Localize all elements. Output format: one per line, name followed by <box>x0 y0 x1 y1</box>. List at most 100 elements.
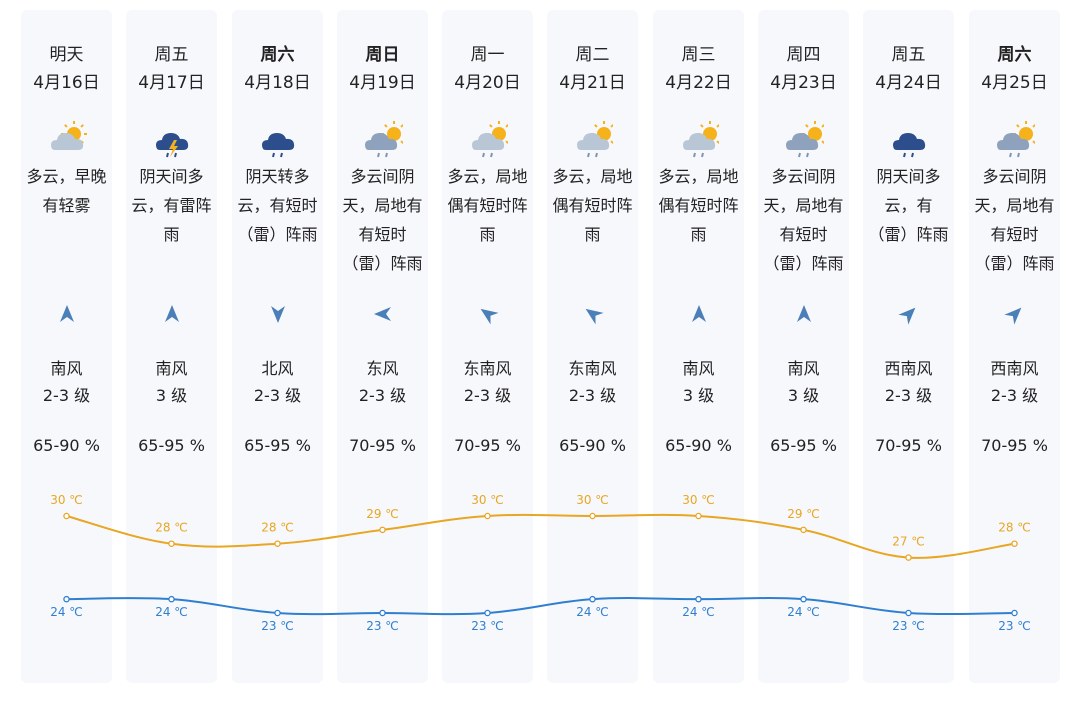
high-temperature-point <box>800 526 807 534</box>
low-temperature-label: 24 ℃ <box>787 605 820 619</box>
low-temperature-label: 23 ℃ <box>471 619 504 633</box>
day-name: 周三 <box>681 45 716 65</box>
weather-description-line: （雷）阵雨 <box>342 254 423 273</box>
wind-direction: 东南风 <box>463 359 512 378</box>
rain-cloud-icon <box>262 133 295 158</box>
day-date: 4月16日 <box>33 73 100 93</box>
high-temperature-label: 30 ℃ <box>50 493 83 507</box>
south-wind-arrow-icon <box>60 305 74 322</box>
forecast-day-card: 周日 4月19日 多云间阴 天，局地有 有短时 （雷）阵雨 东风 2-3 级 70-9… <box>337 10 428 683</box>
high-temperature-point <box>274 540 281 547</box>
day-date: 4月19日 <box>349 73 416 93</box>
weather-description-line: 有短时 <box>358 225 407 244</box>
low-temperature-point <box>905 609 912 617</box>
high-temperature-label: 30 ℃ <box>471 493 504 507</box>
weather-description-line: 有短时 <box>779 225 828 244</box>
low-temperature-label: 24 ℃ <box>576 605 609 619</box>
low-temperature-point <box>695 595 702 603</box>
weather-description-line: （雷）阵雨 <box>763 254 844 273</box>
day-name: 周一 <box>470 45 505 65</box>
high-temperature-point <box>484 512 491 520</box>
day-date: 4月22日 <box>665 73 732 93</box>
high-temperature-label: 27 ℃ <box>892 535 925 549</box>
humidity: 70-95 % <box>981 436 1048 455</box>
forecast-day-card: 明天 4月16日 多云，早晚 有轻雾 南风 2-3 级 65-90 % <box>21 10 112 683</box>
high-temperature-label: 28 ℃ <box>261 521 294 535</box>
wind-level: 2-3 级 <box>463 386 512 405</box>
weather-description-line: 多云，局地 <box>552 167 633 186</box>
weather-description: 多云间阴 天，局地有 有短时 （雷）阵雨 <box>756 162 851 278</box>
day-name: 周日 <box>365 45 400 65</box>
sun-cloud-rain-icon <box>683 121 719 158</box>
wind-direction: 南风 <box>682 359 715 378</box>
weather-description: 阴天转多 云，有短时 （雷）阵雨 <box>230 162 325 249</box>
day-date: 4月21日 <box>559 73 626 93</box>
weather-description: 多云间阴 天，局地有 有短时 （雷）阵雨 <box>335 162 430 278</box>
weather-description-line: 雨 <box>690 225 707 244</box>
wind-direction: 东南风 <box>568 359 617 378</box>
low-temperature-label: 24 ℃ <box>682 605 715 619</box>
low-temperature-point <box>274 609 281 617</box>
partly-cloudy-icon <box>51 121 87 150</box>
day-name: 周四 <box>786 45 821 65</box>
weather-description: 多云，局地 偶有短时阵雨 <box>545 162 640 249</box>
wind-level: 2-3 级 <box>358 386 407 405</box>
humidity: 65-90 % <box>33 436 100 455</box>
humidity: 65-90 % <box>559 436 626 455</box>
forecast-day-card: 周一 4月20日 多云，局地 偶有短时阵雨 东南风 2-3 级 70-95 % <box>442 10 533 683</box>
low-temperature-label: 24 ℃ <box>155 605 188 619</box>
wind-direction: 西南风 <box>990 359 1039 378</box>
day-date: 4月20日 <box>454 73 521 93</box>
low-temperature-label: 24 ℃ <box>50 605 83 619</box>
day-name: 明天 <box>49 45 84 65</box>
south-wind-arrow-icon <box>692 305 706 322</box>
weather-description-line: 云，有短时 <box>237 196 318 215</box>
high-temperature-point <box>379 526 386 534</box>
humidity: 65-95 % <box>770 436 837 455</box>
weather-description-line: 多云，局地 <box>447 167 528 186</box>
southeast-wind-arrow-icon <box>585 308 604 325</box>
wind-level: 2-3 级 <box>884 386 933 405</box>
weather-description-line: 雨 <box>479 225 496 244</box>
low-temperature-point <box>168 595 175 603</box>
low-temperature-point <box>1011 609 1018 617</box>
day-date: 4月18日 <box>244 73 311 93</box>
south-wind-arrow-icon <box>165 305 179 322</box>
southwest-wind-arrow-icon <box>898 307 916 325</box>
high-temperature-point <box>168 540 175 547</box>
wind-level: 2-3 级 <box>990 386 1039 405</box>
east-wind-arrow-icon <box>374 307 391 321</box>
forecast-day-card: 周五 4月24日 阴天间多 云，有 （雷）阵雨 西南风 2-3 级 70-95 % <box>863 10 954 683</box>
weather-description-line: 云，有 <box>884 196 933 215</box>
forecast-day-card: 周二 4月21日 多云，局地 偶有短时阵雨 东南风 2-3 级 65-90 % <box>547 10 638 683</box>
forecast-day-card: 周四 4月23日 多云间阴 天，局地有 有短时 （雷）阵雨 南风 3 级 65-95 … <box>758 10 849 683</box>
low-temperature-label: 23 ℃ <box>366 619 399 633</box>
high-temperature-label: 29 ℃ <box>787 507 820 521</box>
low-temperature-point <box>379 609 386 617</box>
weather-description-line: 多云间阴 <box>350 167 415 186</box>
high-temperature-label: 30 ℃ <box>682 493 715 507</box>
weather-description-line: 雨 <box>584 225 601 244</box>
humidity: 70-95 % <box>875 436 942 455</box>
weather-description: 阴天间多 云，有雷阵雨 <box>124 162 219 249</box>
wind-level: 2-3 级 <box>568 386 617 405</box>
high-temperature-point <box>695 512 702 520</box>
weather-description-line: 云，有雷阵 <box>131 196 212 215</box>
forecast-day-card: 周六 4月18日 阴天转多 云，有短时 （雷）阵雨 北风 2-3 级 65-95 % <box>232 10 323 683</box>
high-temperature-point <box>905 554 912 561</box>
wind-direction: 南风 <box>155 359 188 378</box>
weather-description: 阴天间多 云，有 （雷）阵雨 <box>861 162 956 249</box>
weather-description-line: 多云间阴 <box>771 167 836 186</box>
humidity: 65-95 % <box>244 436 311 455</box>
weather-description-line: 阴天转多 <box>245 167 310 186</box>
forecast-day-card: 周五 4月17日 阴天间多 云，有雷阵雨 南风 3 级 65-95 % <box>126 10 217 683</box>
wind-level: 3 级 <box>155 386 188 405</box>
high-temperature-label: 30 ℃ <box>576 493 609 507</box>
sun-cloud-rain-icon <box>472 121 508 158</box>
weather-description-line: 雨 <box>163 225 180 244</box>
south-wind-arrow-icon <box>797 305 811 322</box>
high-temperature-line <box>66 513 1015 559</box>
cloudy-rain-icon <box>365 121 403 158</box>
day-name: 周五 <box>154 45 189 65</box>
wind-direction: 南风 <box>50 359 83 378</box>
